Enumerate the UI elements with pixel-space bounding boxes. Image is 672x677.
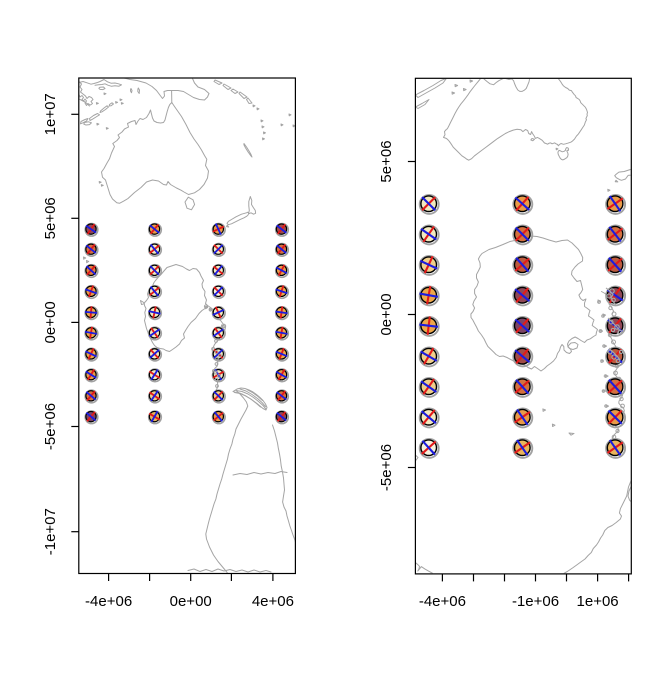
svg-text:-5e+06: -5e+06 <box>42 403 59 450</box>
svg-text:4e+06: 4e+06 <box>252 593 294 610</box>
svg-text:-1e+06: -1e+06 <box>512 593 559 610</box>
svg-text:-4e+06: -4e+06 <box>85 593 132 610</box>
svg-text:0e+00: 0e+00 <box>170 593 212 610</box>
svg-text:-5e+06: -5e+06 <box>378 444 395 491</box>
svg-text:1e+06: 1e+06 <box>577 593 619 610</box>
svg-text:0e+00: 0e+00 <box>378 293 395 335</box>
svg-text:-1e+07: -1e+07 <box>42 508 59 555</box>
svg-text:0e+00: 0e+00 <box>42 301 59 343</box>
svg-text:5e+06: 5e+06 <box>378 140 395 182</box>
svg-text:1e+07: 1e+07 <box>42 93 59 135</box>
svg-text:-4e+06: -4e+06 <box>419 593 466 610</box>
svg-text:5e+06: 5e+06 <box>42 197 59 239</box>
